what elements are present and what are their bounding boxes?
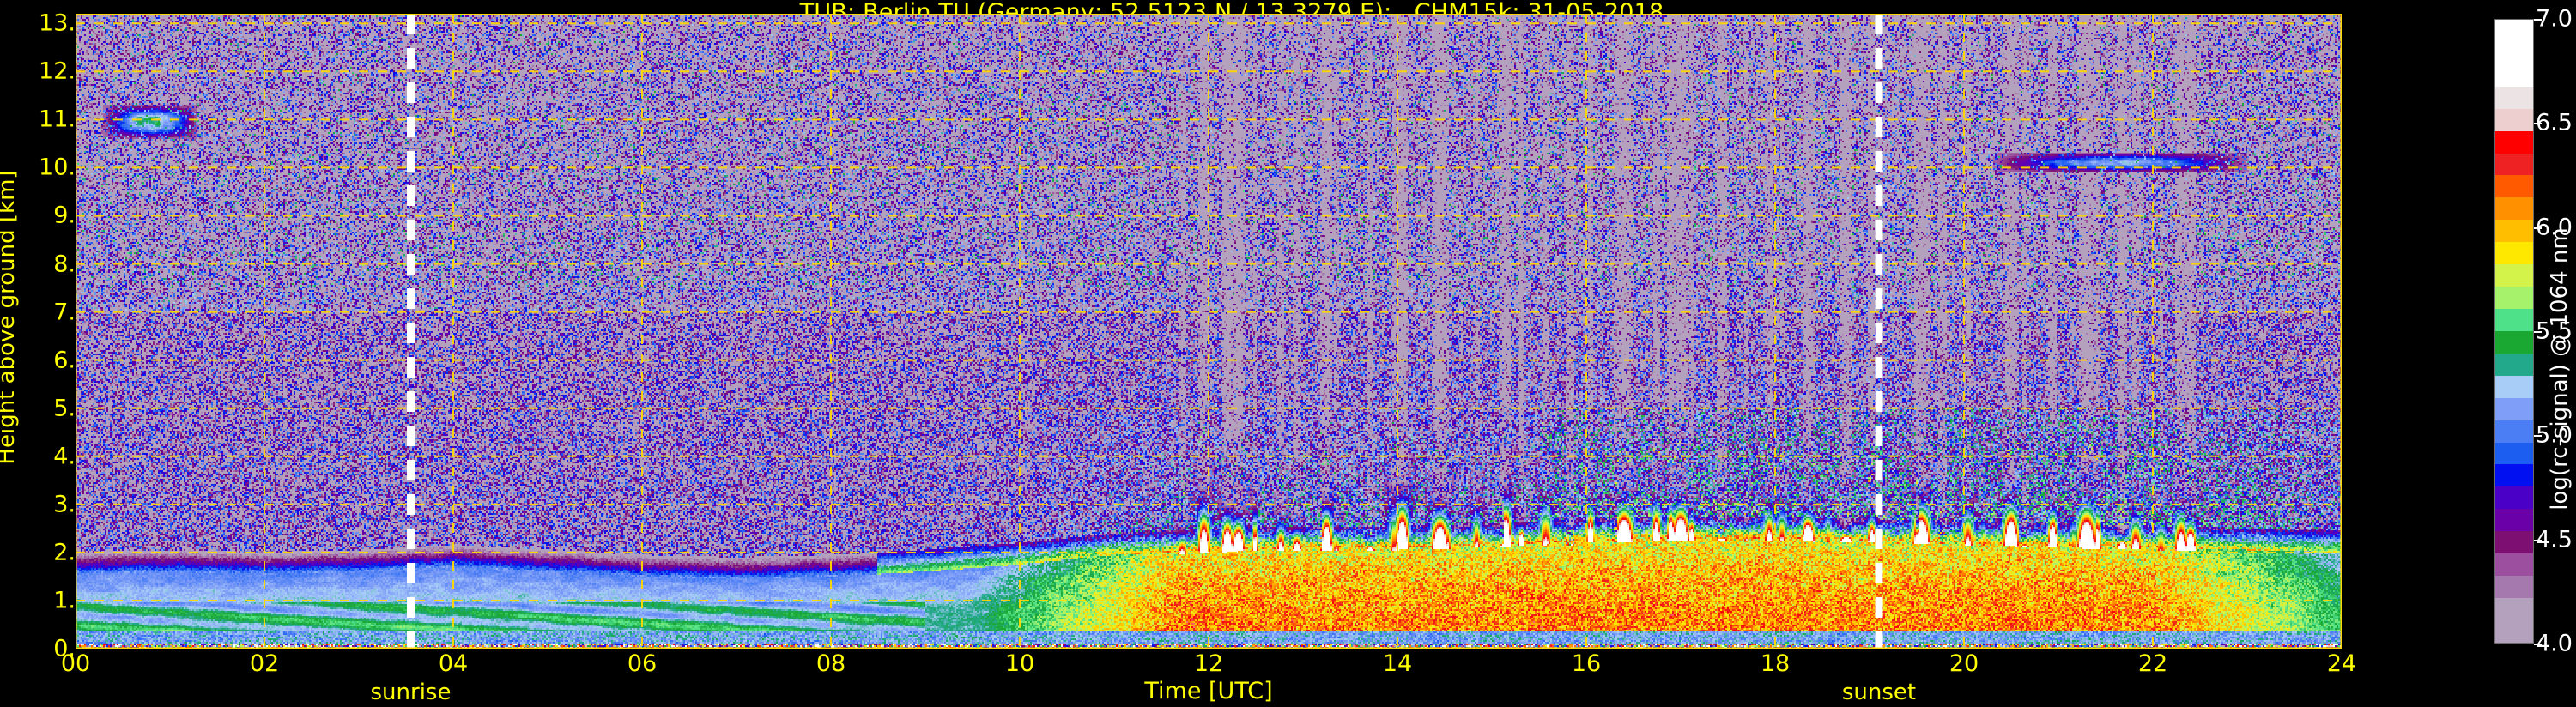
colorbar-segment bbox=[2495, 375, 2533, 398]
y-tick-label: 12. bbox=[39, 57, 76, 85]
sunrise-label: sunrise bbox=[370, 680, 452, 705]
plot-area bbox=[76, 14, 2342, 649]
x-tick-label: 10 bbox=[1004, 650, 1035, 677]
colorbar-segment bbox=[2495, 597, 2533, 620]
colorbar-segment bbox=[2495, 41, 2533, 64]
x-axis-title: Time [UTC] bbox=[1144, 678, 1273, 704]
colorbar-tick-label: 6.0 bbox=[2536, 214, 2573, 241]
colorbar-segment bbox=[2495, 287, 2533, 309]
colorbar-segment bbox=[2495, 330, 2533, 354]
colorbar-segment bbox=[2495, 220, 2533, 243]
y-tick-label: 1. bbox=[53, 587, 76, 614]
colorbar-tick-mark bbox=[2534, 539, 2542, 541]
colorbar-segment bbox=[2495, 264, 2533, 287]
colorbar-segment bbox=[2495, 20, 2533, 42]
x-tick-label: 20 bbox=[1949, 650, 1979, 677]
x-tick-label: 00 bbox=[60, 650, 91, 677]
y-tick-label: 7. bbox=[53, 299, 76, 326]
y-tick-label: 13. bbox=[39, 9, 76, 37]
colorbar-segment bbox=[2495, 531, 2533, 554]
y-tick-label: 6. bbox=[53, 347, 76, 374]
x-tick-label: 06 bbox=[627, 650, 658, 677]
x-tick-label: 12 bbox=[1193, 650, 1224, 677]
colorbar-tick-label: 5.0 bbox=[2536, 421, 2573, 449]
colorbar-segment bbox=[2495, 86, 2533, 109]
x-tick-label: 24 bbox=[2326, 650, 2357, 677]
colorbar-tick-label: 6.5 bbox=[2536, 109, 2573, 136]
colorbar-segment bbox=[2495, 397, 2533, 420]
colorbar-segment bbox=[2495, 130, 2533, 154]
colorbar-tick-label: 7.0 bbox=[2536, 5, 2573, 33]
x-tick-label: 02 bbox=[249, 650, 280, 677]
x-tick-label: 08 bbox=[815, 650, 846, 677]
colorbar-tick-mark bbox=[2534, 435, 2542, 438]
colorbar-tick-label: 5.5 bbox=[2536, 317, 2573, 345]
x-tick-label: 14 bbox=[1382, 650, 1413, 677]
x-tick-label: 04 bbox=[438, 650, 469, 677]
x-tick-label: 16 bbox=[1571, 650, 1602, 677]
colorbar-segment bbox=[2495, 308, 2533, 331]
colorbar-segment bbox=[2495, 442, 2533, 465]
x-tick-label: 18 bbox=[1760, 650, 1791, 677]
colorbar-segment bbox=[2495, 553, 2533, 577]
y-tick-label: 9. bbox=[53, 202, 76, 229]
colorbar-tick-mark bbox=[2534, 331, 2542, 333]
colorbar-segment bbox=[2495, 576, 2533, 598]
colorbar-segment bbox=[2495, 353, 2533, 376]
colorbar-segment bbox=[2495, 153, 2533, 176]
colorbar-segment bbox=[2495, 420, 2533, 443]
colorbar-segment bbox=[2495, 242, 2533, 265]
x-tick-label: 22 bbox=[2137, 650, 2168, 677]
colorbar bbox=[2494, 19, 2534, 644]
y-tick-label: 10. bbox=[39, 154, 76, 181]
y-tick-label: 5. bbox=[53, 395, 76, 422]
y-tick-label: 4. bbox=[53, 443, 76, 470]
colorbar-tick-mark bbox=[2534, 19, 2542, 21]
y-tick-label: 2. bbox=[53, 539, 76, 566]
y-tick-label: 0. bbox=[53, 635, 76, 662]
colorbar-segment bbox=[2495, 464, 2533, 487]
y-tick-label: 3. bbox=[53, 491, 76, 518]
colorbar-segment bbox=[2495, 509, 2533, 532]
colorbar-segment bbox=[2495, 486, 2533, 510]
colorbar-tick-mark bbox=[2534, 227, 2542, 229]
colorbar-tick-mark bbox=[2534, 644, 2542, 645]
colorbar-segment bbox=[2495, 63, 2533, 87]
backscatter-heatmap bbox=[76, 14, 2342, 649]
colorbar-title: log(rc-signal) @ 1064 nm bbox=[2547, 227, 2573, 511]
colorbar-segment bbox=[2495, 175, 2533, 198]
colorbar-segment bbox=[2495, 197, 2533, 221]
colorbar-tick-mark bbox=[2534, 123, 2542, 125]
sunset-label: sunset bbox=[1841, 680, 1917, 705]
colorbar-tick-label: 4.0 bbox=[2536, 630, 2573, 657]
colorbar-segment bbox=[2495, 108, 2533, 131]
y-tick-label: 8. bbox=[53, 251, 76, 277]
colorbar-segment bbox=[2495, 619, 2533, 643]
colorbar-tick-label: 4.5 bbox=[2536, 526, 2573, 553]
y-tick-label: 11. bbox=[39, 106, 76, 133]
colorbar-title-wrap: log(rc-signal) @ 1064 nm bbox=[2543, 0, 2576, 707]
